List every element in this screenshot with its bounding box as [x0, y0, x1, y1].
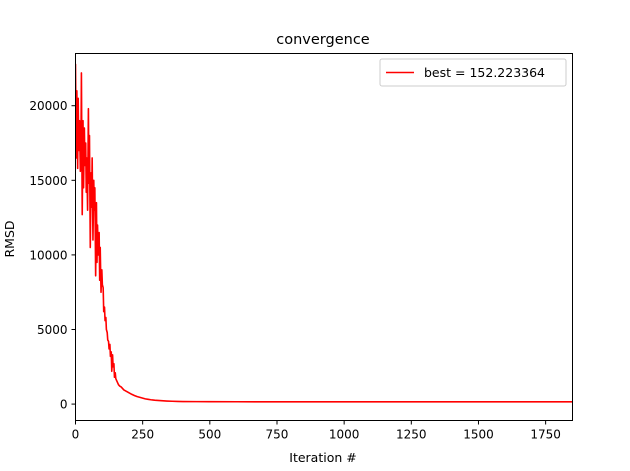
- chart-title: convergence: [276, 32, 370, 48]
- plot-area: [75, 63, 573, 403]
- x-tick-label: 1250: [396, 428, 427, 442]
- y-tick-label: 10000: [29, 248, 67, 262]
- x-tick-label: 1750: [530, 428, 561, 442]
- x-tick-label: 750: [266, 428, 289, 442]
- y-tick-label: 15000: [29, 174, 67, 188]
- series-line-0: [75, 63, 573, 403]
- y-tick-label: 0: [60, 398, 68, 412]
- x-tick-label: 1500: [463, 428, 494, 442]
- chart-legend: best = 152.223364: [379, 58, 567, 87]
- plot-frame: [75, 53, 573, 421]
- legend-box: [379, 58, 567, 87]
- x-tick-label: 1000: [329, 428, 360, 442]
- y-axis-label: RMSD: [2, 220, 17, 257]
- x-axis-label: Iteration #: [289, 450, 356, 465]
- legend-label: best = 152.223364: [424, 65, 545, 80]
- x-tick-label: 500: [198, 428, 221, 442]
- x-tick-label: 0: [72, 428, 80, 442]
- x-axis-ticks: 0 250 500 750 1000 1250 1500 1750: [72, 420, 561, 442]
- y-tick-label: 5000: [37, 323, 68, 337]
- y-axis-ticks: 0 5000 10000 15000 20000: [29, 99, 76, 412]
- y-tick-label: 20000: [29, 99, 67, 113]
- x-tick-label: 250: [131, 428, 154, 442]
